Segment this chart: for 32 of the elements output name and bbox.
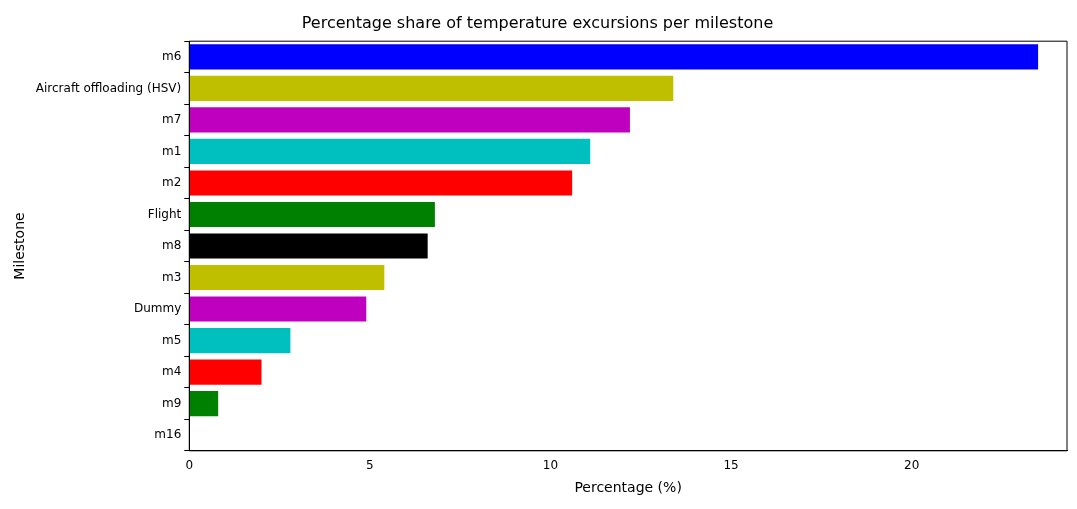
bar	[189, 201, 435, 228]
bar	[189, 75, 674, 102]
bar	[189, 296, 367, 322]
y-tick-label: m3	[161, 269, 182, 284]
y-tick-label: m2	[161, 175, 182, 190]
y-tick-label: m9	[161, 395, 182, 410]
bar	[189, 359, 262, 385]
x-tick-label: 0	[185, 458, 194, 473]
bar	[189, 44, 1039, 70]
y-tick-label: Aircraft offloading (HSV)	[35, 80, 182, 95]
y-tick-label: m7	[161, 112, 182, 127]
chart-title: Percentage share of temperature excursions per milestone	[301, 12, 774, 32]
y-axis-title: Milestone	[11, 212, 28, 280]
x-tick-label: 5	[366, 458, 374, 473]
bar	[189, 390, 219, 417]
bar	[189, 107, 630, 133]
y-tick-label: m16	[154, 427, 182, 442]
bar	[189, 327, 291, 354]
y-tick-label: m4	[161, 364, 182, 379]
y-tick-label: Dummy	[133, 301, 182, 316]
y-tick-label: m5	[161, 332, 182, 347]
x-axis-title: Percentage (%)	[574, 479, 682, 496]
y-tick-label: m6	[161, 49, 182, 64]
bar	[189, 264, 385, 291]
bar	[189, 138, 591, 165]
y-tick-label: m1	[161, 143, 182, 158]
x-tick-label: 20	[904, 458, 920, 473]
x-tick-label: 10	[542, 458, 559, 473]
y-tick-label: m8	[161, 238, 182, 253]
y-tick-label: Flight	[147, 206, 182, 221]
x-tick-label: 15	[723, 458, 739, 473]
bar	[189, 170, 573, 196]
